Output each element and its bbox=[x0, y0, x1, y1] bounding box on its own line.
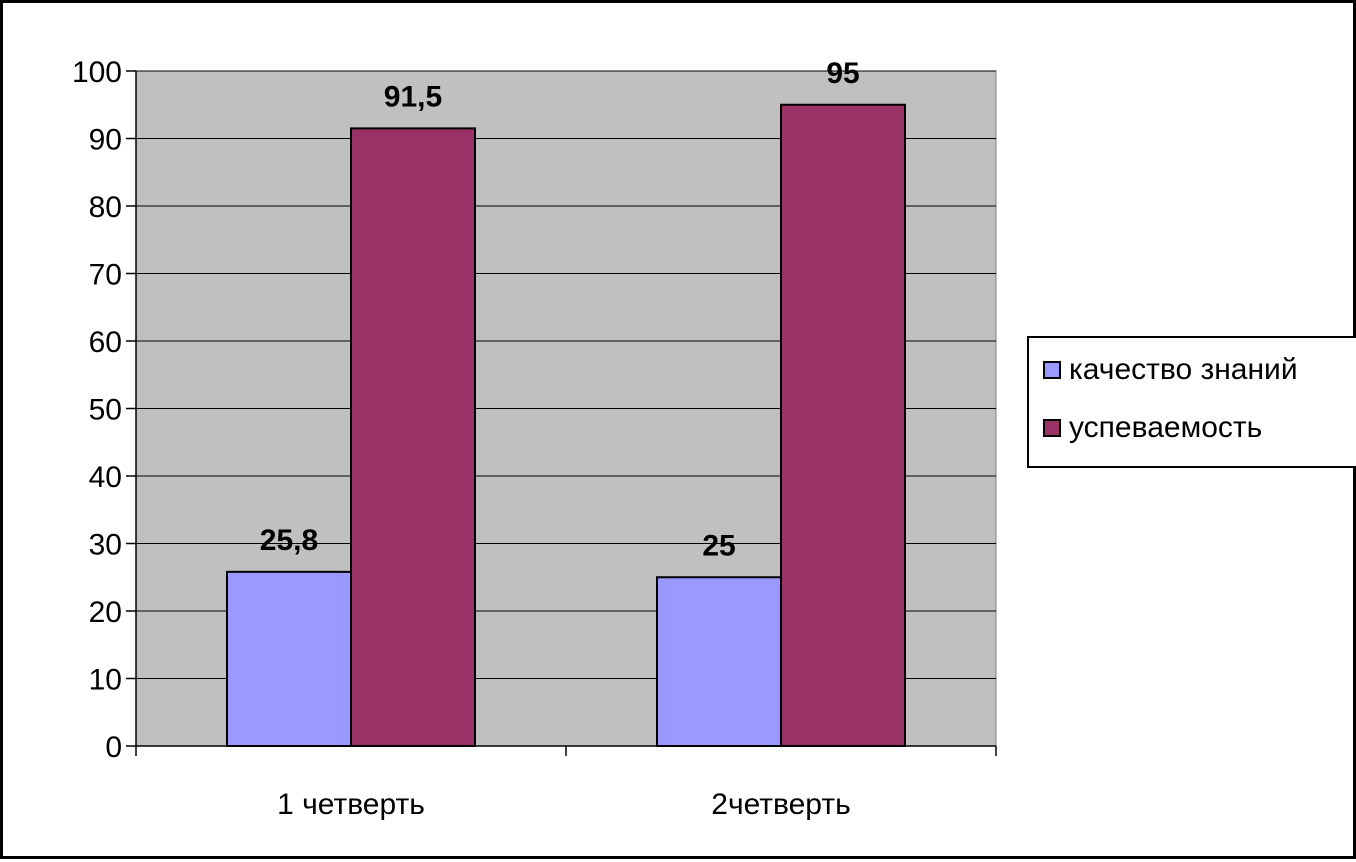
y-tick-label: 0 bbox=[105, 731, 122, 764]
legend-swatch-progress bbox=[1043, 419, 1061, 437]
bar-chart: 0 10 20 30 40 50 60 70 80 90 100 25,8 91,5 1 четверть… bbox=[72, 56, 997, 821]
y-tick-label: 80 bbox=[89, 191, 122, 224]
bar bbox=[350, 127, 476, 747]
data-label: 91,5 bbox=[384, 80, 442, 113]
y-tick-label: 90 bbox=[89, 124, 122, 157]
legend-label-progress: успеваемость bbox=[1069, 411, 1263, 444]
legend-swatch-quality bbox=[1043, 361, 1061, 379]
y-tick-label: 20 bbox=[89, 596, 122, 629]
data-label: 25,8 bbox=[260, 524, 318, 557]
y-tick-label: 50 bbox=[89, 394, 122, 427]
y-tick-label: 40 bbox=[89, 461, 122, 494]
y-tick-label: 10 bbox=[89, 664, 122, 697]
y-tick-label: 60 bbox=[89, 326, 122, 359]
data-label: 25 bbox=[702, 529, 735, 562]
legend-item-quality: качество знаний bbox=[1043, 352, 1298, 388]
x-category-label: 1 четверть bbox=[277, 788, 425, 821]
legend-label-quality: качество знаний bbox=[1069, 353, 1298, 386]
legend: качество знаний успеваемость bbox=[1027, 336, 1356, 468]
data-label: 95 bbox=[826, 57, 859, 90]
bar bbox=[226, 570, 352, 747]
bar bbox=[656, 576, 782, 747]
x-category-label: 2четверть bbox=[711, 788, 850, 821]
bar bbox=[780, 103, 906, 747]
y-tick-label: 30 bbox=[89, 529, 122, 562]
y-tick-label: 100 bbox=[72, 56, 122, 89]
y-tick-label: 70 bbox=[89, 259, 122, 292]
legend-item-progress: успеваемость bbox=[1043, 410, 1262, 446]
